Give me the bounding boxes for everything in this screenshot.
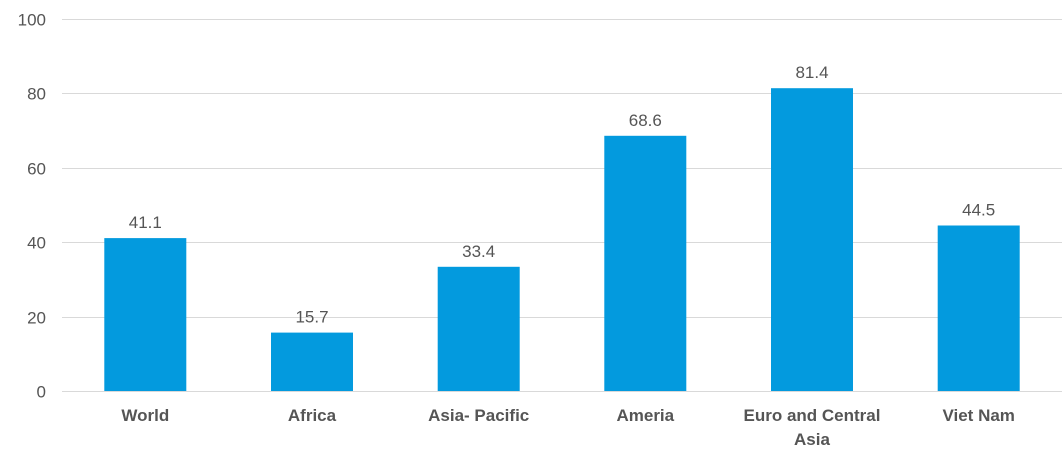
bar-0	[104, 238, 187, 391]
gridlines	[62, 19, 1062, 318]
data-label-2: 33.4	[462, 242, 495, 261]
bar-4	[771, 88, 853, 391]
y-tick-label: 40	[27, 234, 46, 253]
category-label-2: Asia- Pacific	[428, 406, 529, 425]
category-labels: World Africa Asia- Pacific Ameria Euro and C…	[121, 406, 1015, 449]
data-label-0: 41.1	[129, 213, 162, 232]
category-label-line: Euro and Central	[744, 406, 881, 425]
category-label-line: Asia	[794, 430, 830, 449]
data-label-3: 68.6	[629, 111, 662, 130]
data-labels: 41.1 15.7 33.4 68.6 81.4 44.5	[129, 63, 995, 326]
data-label-1: 15.7	[295, 308, 328, 327]
category-label-1: Africa	[288, 406, 337, 425]
y-tick-label: 100	[18, 11, 46, 30]
bar-5	[937, 225, 1020, 391]
y-tick-label: 20	[27, 309, 46, 328]
data-label-5: 44.5	[962, 201, 995, 220]
y-tick-label: 0	[37, 383, 46, 402]
category-label-3: Ameria	[616, 406, 674, 425]
category-label-4: Euro and Central Asia	[744, 406, 881, 449]
y-tick-label: 60	[27, 160, 46, 179]
y-axis-ticks: 0 20 40 60 80 100	[18, 11, 46, 402]
bar-3	[604, 135, 687, 391]
data-label-4: 81.4	[795, 63, 828, 82]
y-tick-label: 80	[27, 85, 46, 104]
bars	[104, 88, 1020, 391]
bar-2	[437, 266, 520, 391]
category-label-0: World	[121, 406, 169, 425]
category-label-5: Viet Nam	[942, 406, 1014, 425]
bar-1	[271, 332, 353, 391]
